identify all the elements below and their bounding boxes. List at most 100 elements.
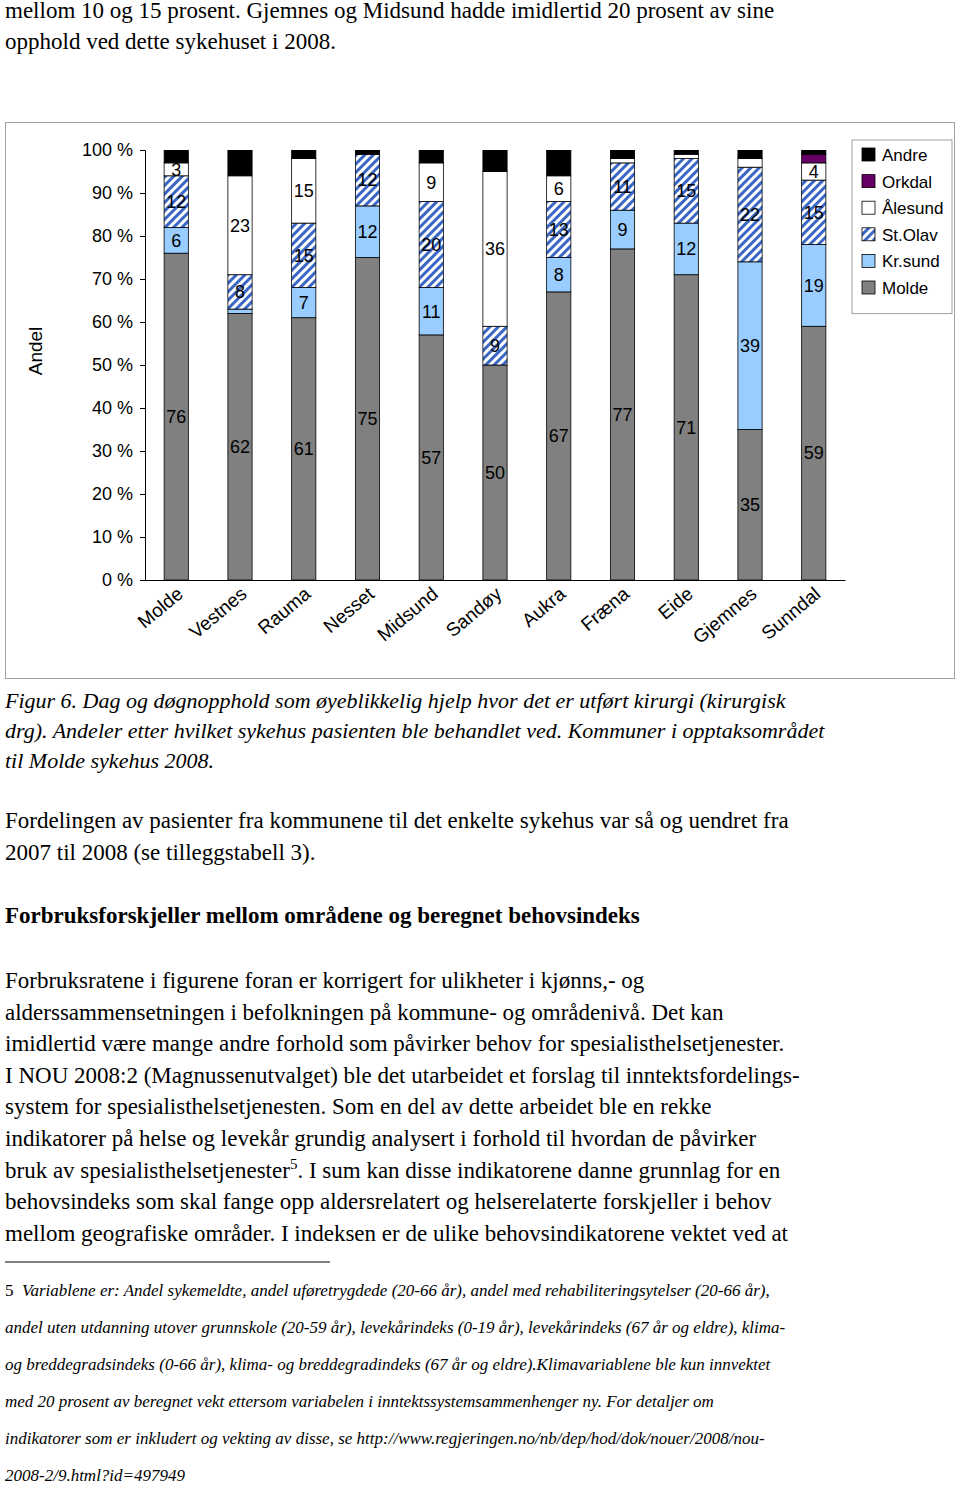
bar-segment [674, 223, 698, 275]
y-tick: 80 % [92, 226, 145, 246]
y-tick-mark [140, 150, 145, 151]
y-tick-label: 50 % [92, 355, 133, 375]
x-tick: Fræna [577, 580, 634, 635]
bar-segment [738, 159, 762, 168]
legend-swatch [862, 228, 875, 241]
footnote-number: 5 [5, 1281, 14, 1300]
footnote-line: 2008-2/9.html?id=497949 [5, 1466, 186, 1485]
series-group [164, 154, 826, 365]
legend-swatch [862, 254, 875, 267]
data-label: 39 [740, 336, 760, 356]
y-tick-mark [140, 494, 145, 495]
legend-label: Molde [882, 279, 928, 298]
y-axis-line [140, 151, 146, 581]
y-tick-mark [140, 451, 145, 452]
body-text: . I sum kan disse indikatorene danne gru… [297, 1158, 780, 1183]
data-label: 50 [485, 463, 505, 483]
x-tick-label: Aukra [518, 583, 570, 631]
y-tick: 30 % [92, 441, 145, 461]
x-tick-label: Sandøy [442, 583, 506, 641]
series-group [164, 150, 826, 176]
data-label: 75 [357, 409, 377, 429]
body-line: alderssammensetningen i befolkningen på … [5, 1000, 724, 1025]
y-tick: 70 % [92, 269, 145, 289]
y-axis: 0 %10 %20 %30 %40 %50 %60 %70 %80 %90 %1… [82, 140, 146, 590]
data-label: 15 [294, 246, 314, 266]
x-tick: Eide [654, 580, 697, 624]
bar-segment [355, 150, 379, 154]
x-tick: Gjemnes [689, 580, 761, 648]
data-label: 8 [554, 265, 564, 285]
y-tick-mark [140, 236, 145, 237]
legend-box [852, 140, 952, 314]
data-label: 22 [740, 205, 760, 225]
data-label: 62 [230, 437, 250, 457]
bar-segment [355, 154, 379, 206]
body-line: mellom geografiske områder. I indeksen e… [5, 1221, 789, 1246]
page-background [0, 0, 960, 1486]
x-tick-label: Sunndal [757, 583, 824, 644]
bar-segment [674, 275, 698, 580]
x-tick-label: Molde [134, 583, 187, 632]
y-tick-mark [140, 408, 145, 409]
x-tick: Sunndal [757, 580, 824, 644]
bar-segment [483, 326, 507, 365]
y-tick-label: 100 % [82, 140, 133, 160]
bars [164, 150, 826, 580]
bar-segment [228, 309, 252, 313]
y-tick-mark [140, 322, 145, 323]
data-label: 59 [804, 443, 824, 463]
bar-segment [610, 163, 634, 210]
data-label: 35 [740, 495, 760, 515]
data-label: 9 [617, 220, 627, 240]
data-label: 12 [166, 192, 186, 212]
bar-segment [164, 227, 188, 253]
y-tick: 0 % [102, 570, 145, 590]
data-label: 20 [421, 235, 441, 255]
data-label: 12 [357, 170, 377, 190]
bar-segment [292, 150, 316, 159]
data-label: 9 [426, 173, 436, 193]
y-tick-label: 80 % [92, 226, 133, 246]
x-tick: Rauma [254, 580, 315, 638]
bar-segment [419, 202, 443, 288]
bar-segment [547, 176, 571, 202]
bar-segment [355, 206, 379, 258]
y-tick-mark [140, 365, 145, 366]
bar-segment [292, 223, 316, 288]
x-tick-label: Midsund [373, 583, 442, 645]
bar-segment [802, 326, 826, 580]
data-label: 3 [171, 160, 181, 180]
bar-segment [292, 288, 316, 318]
bar-segment [610, 150, 634, 159]
legend-label: St.Olav [882, 226, 938, 245]
y-tick: 10 % [92, 527, 145, 547]
y-tick-mark [140, 279, 145, 280]
y-tick: 100 % [82, 140, 145, 160]
bar-segment [802, 180, 826, 245]
footnote-line: indikatorer som er inkludert og vekting … [5, 1429, 765, 1448]
data-label: 6 [554, 179, 564, 199]
bar-segment [419, 335, 443, 580]
y-tick: 20 % [92, 484, 145, 504]
figure-caption: drg). Andeler etter hvilket sykehus pasi… [5, 718, 825, 743]
x-tick: Molde [134, 580, 187, 632]
y-tick-mark [140, 580, 145, 581]
x-tick-label: Rauma [254, 583, 315, 639]
data-label: 12 [676, 239, 696, 259]
bar-segment [547, 258, 571, 292]
data-label: 8 [235, 282, 245, 302]
bar-segment [610, 210, 634, 249]
bar-segment [738, 150, 762, 159]
data-label: 15 [294, 181, 314, 201]
chart-frame [6, 123, 955, 679]
bar-segment [419, 288, 443, 335]
data-label: 71 [676, 418, 696, 438]
series-group [164, 154, 826, 326]
body-line: I NOU 2008:2 (Magnussenutvalget) ble det… [5, 1063, 800, 1088]
y-tick: 60 % [92, 312, 145, 332]
bar-segment [483, 365, 507, 580]
data-label: 6 [171, 231, 181, 251]
bar-segment [164, 176, 188, 228]
y-axis-title: Andel [25, 327, 46, 376]
